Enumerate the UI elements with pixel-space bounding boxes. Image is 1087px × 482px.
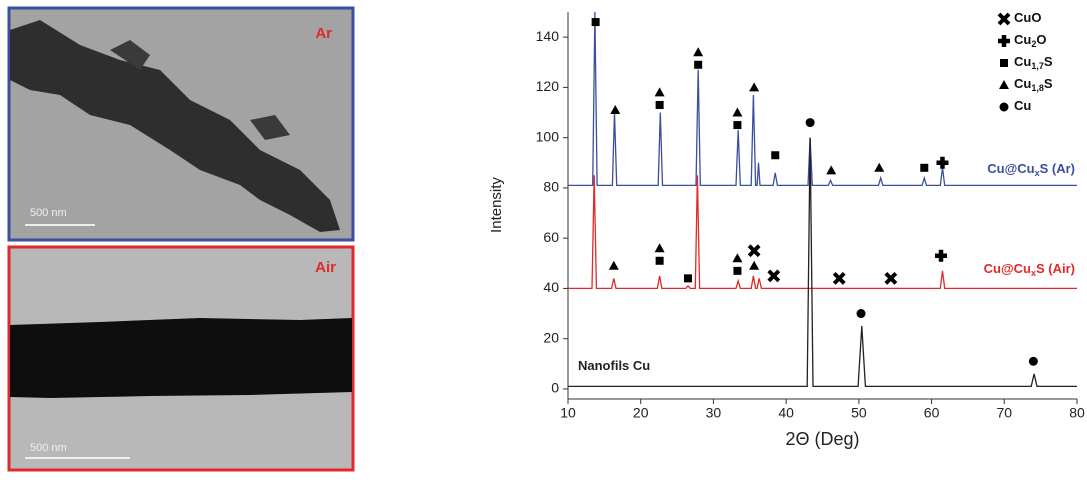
x-tick-label: 40 (778, 405, 794, 421)
text-part: CuO (1014, 10, 1041, 25)
marker-triangle (654, 243, 665, 253)
subscript: x (1031, 268, 1036, 278)
series-line (568, 137, 1077, 388)
y-tick-label: 0 (551, 380, 559, 396)
marker-plus (998, 35, 1010, 47)
marker-square (683, 274, 692, 283)
marker-cross (747, 244, 761, 258)
text-part: Cu (1014, 98, 1031, 113)
xrd-chart: 10 20 30 40 50 60 70 80 0 20 40 60 80 100 120 140 2Θ (De… (488, 10, 1085, 448)
x-tick-label: 30 (706, 405, 722, 421)
series-label: Cu@CuxS (Ar) (987, 161, 1075, 178)
marker-triangle (874, 162, 885, 172)
marker-square (694, 60, 703, 69)
y-tick-label: 140 (536, 28, 560, 44)
x-tick-label: 80 (1069, 405, 1085, 421)
marker-cross (767, 269, 781, 283)
series-label: Cu@CuxS (Air) (984, 261, 1075, 278)
tem-image-air: 500 nm Air (7, 245, 355, 472)
tem-image-ar: 500 nm Ar (7, 6, 355, 242)
text-part: Cu (1014, 54, 1031, 69)
text-part: Cu@Cu (984, 261, 1031, 276)
y-tick-label: 40 (543, 279, 559, 295)
marker-circle (805, 118, 815, 128)
marker-cross (997, 12, 1011, 26)
marker-square (771, 151, 780, 160)
marker-square (733, 266, 742, 275)
x-tick-label: 60 (924, 405, 940, 421)
marker-square (591, 18, 600, 27)
scale-label: 500 nm (30, 207, 67, 219)
marker-square (655, 256, 664, 265)
scale-label: 500 nm (30, 442, 67, 454)
marker-triangle (732, 253, 743, 263)
subscript: 2 (1031, 39, 1036, 49)
y-tick-label: 60 (543, 229, 559, 245)
legend-label: Cu2O (1014, 32, 1046, 49)
x-tick-label: 20 (633, 405, 649, 421)
marker-triangle (693, 47, 704, 57)
subscript: x (1035, 168, 1040, 178)
text-part: S (1044, 76, 1053, 91)
text-part: Cu (1014, 32, 1031, 47)
marker-plus (936, 156, 949, 169)
series-line (568, 175, 1077, 290)
text-part: S (Air) (1036, 261, 1075, 276)
image-label: Air (315, 259, 336, 276)
image-label: Ar (315, 25, 332, 42)
marker-square (655, 100, 664, 109)
marker-triangle (749, 82, 760, 92)
text-part: Nanofils Cu (578, 358, 650, 373)
subscript: 1,7 (1031, 61, 1044, 71)
text-part: S (Ar) (1040, 161, 1075, 176)
marker-triangle (999, 80, 1009, 89)
marker-square (733, 121, 742, 130)
x-tick-label: 10 (560, 405, 576, 421)
y-tick-label: 100 (536, 128, 560, 144)
series-label: Nanofils Cu (578, 358, 650, 373)
marker-triangle (654, 87, 665, 97)
marker-square (920, 163, 929, 172)
y-tick-label: 120 (536, 78, 560, 94)
x-axis-label: 2Θ (Deg) (785, 429, 859, 449)
text-part: Cu (1014, 76, 1031, 91)
legend-label: CuO (1014, 10, 1041, 25)
marker-circle (999, 102, 1009, 112)
marker-square (1000, 59, 1008, 67)
marker-cross (832, 271, 846, 285)
legend-label: Cu (1014, 98, 1031, 113)
text-part: Cu@Cu (987, 161, 1034, 176)
x-tick-label: 50 (851, 405, 867, 421)
y-tick-label: 20 (543, 329, 559, 345)
x-tick-label: 70 (996, 405, 1012, 421)
marker-triangle (610, 105, 621, 115)
marker-plus (935, 249, 948, 262)
marker-triangle (732, 107, 743, 117)
text-part: O (1036, 32, 1046, 47)
legend-label: Cu1,7S (1014, 54, 1053, 71)
marker-circle (1028, 356, 1038, 366)
marker-cross (884, 271, 898, 285)
marker-triangle (826, 165, 837, 175)
marker-triangle (608, 260, 619, 270)
series-line (568, 11, 1077, 187)
marker-circle (856, 309, 866, 319)
y-tick-label: 80 (543, 179, 559, 195)
y-axis-label: Intensity (488, 177, 505, 233)
marker-triangle (749, 260, 760, 270)
text-part: S (1044, 54, 1053, 69)
legend-label: Cu1,8S (1014, 76, 1053, 93)
subscript: 1,8 (1031, 83, 1044, 93)
